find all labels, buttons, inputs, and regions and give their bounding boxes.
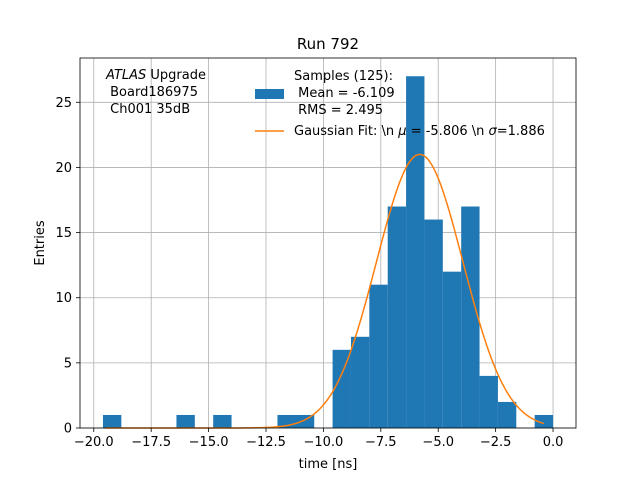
histogram-bar — [442, 271, 462, 428]
legend: Samples (125): Mean = -6.109 RMS = 2.495… — [255, 69, 545, 139]
y-axis: 0 5 10 15 20 25 — [55, 96, 80, 437]
legend-fit-part-2: = -5.806 \n — [407, 124, 489, 139]
plot-frame — [79, 57, 577, 429]
x-tick-label: −2.5 — [480, 435, 512, 450]
x-axis-label: time [ns] — [299, 457, 358, 472]
legend-histogram-line-1: Samples (125): — [294, 69, 393, 84]
histogram-bar — [479, 375, 498, 428]
legend-fit-part-1: Gaussian Fit: \n — [294, 124, 398, 139]
x-tick-label: −5.0 — [422, 435, 454, 450]
histogram-bar — [497, 401, 517, 428]
x-tick-label: −17.5 — [131, 435, 171, 450]
x-axis: −20.0 −17.5 −15.0 −12.5 −10.0 −7.5 −5.0 −2.5 0.0 — [74, 428, 564, 450]
y-axis-label: Entries — [33, 220, 48, 266]
annotation-line-2: Board186975 — [106, 85, 198, 100]
histogram-bars — [102, 76, 554, 428]
legend-fit-label: Gaussian Fit: \n μ = -5.806 \n σ=1.886 — [294, 124, 545, 139]
histogram-bar — [406, 76, 425, 428]
histogram-bar — [213, 414, 232, 428]
x-tick-label: −15.0 — [189, 435, 229, 450]
histogram-bar — [350, 336, 370, 428]
annotation-line-3: Ch001 35dB — [106, 102, 190, 117]
histogram-bar — [332, 349, 351, 428]
histogram-bar — [176, 414, 195, 428]
x-tick-label: −7.5 — [365, 435, 397, 450]
histogram-bar — [534, 414, 554, 428]
histogram-bar — [277, 414, 315, 428]
y-tick-label: 20 — [55, 161, 72, 176]
x-tick-label: −20.0 — [74, 435, 114, 450]
legend-fit-part-3: =1.886 — [497, 124, 545, 139]
x-tick-label: 0.0 — [543, 435, 564, 450]
y-tick-label: 10 — [55, 291, 72, 306]
histogram-bar — [102, 414, 122, 428]
y-tick-label: 25 — [55, 96, 72, 111]
histogram-bar — [387, 206, 407, 428]
histogram-bar — [461, 206, 480, 428]
y-tick-label: 0 — [64, 422, 72, 437]
legend-histogram-line-3: RMS = 2.495 — [294, 103, 383, 118]
legend-histogram-line-2: Mean = -6.109 — [294, 86, 395, 101]
annotation-box: ATLAS Upgrade Board186975 Ch001 35dB — [105, 68, 206, 117]
legend-histogram-swatch — [255, 89, 284, 99]
chart-title: Run 792 — [297, 35, 359, 53]
histogram-bar — [369, 284, 388, 428]
x-tick-label: −12.5 — [246, 435, 286, 450]
y-tick-label: 15 — [55, 226, 72, 241]
legend-fit-sigma: σ — [489, 124, 498, 139]
legend-fit-mu: μ — [397, 124, 406, 139]
annotation-line-1: ATLAS Upgrade — [105, 68, 206, 83]
y-tick-label: 5 — [64, 356, 72, 371]
annotation-atlas: ATLAS — [105, 68, 146, 83]
histogram-bar — [424, 219, 443, 428]
x-tick-label: −10.0 — [303, 435, 343, 450]
annotation-upgrade: Upgrade — [146, 68, 206, 83]
